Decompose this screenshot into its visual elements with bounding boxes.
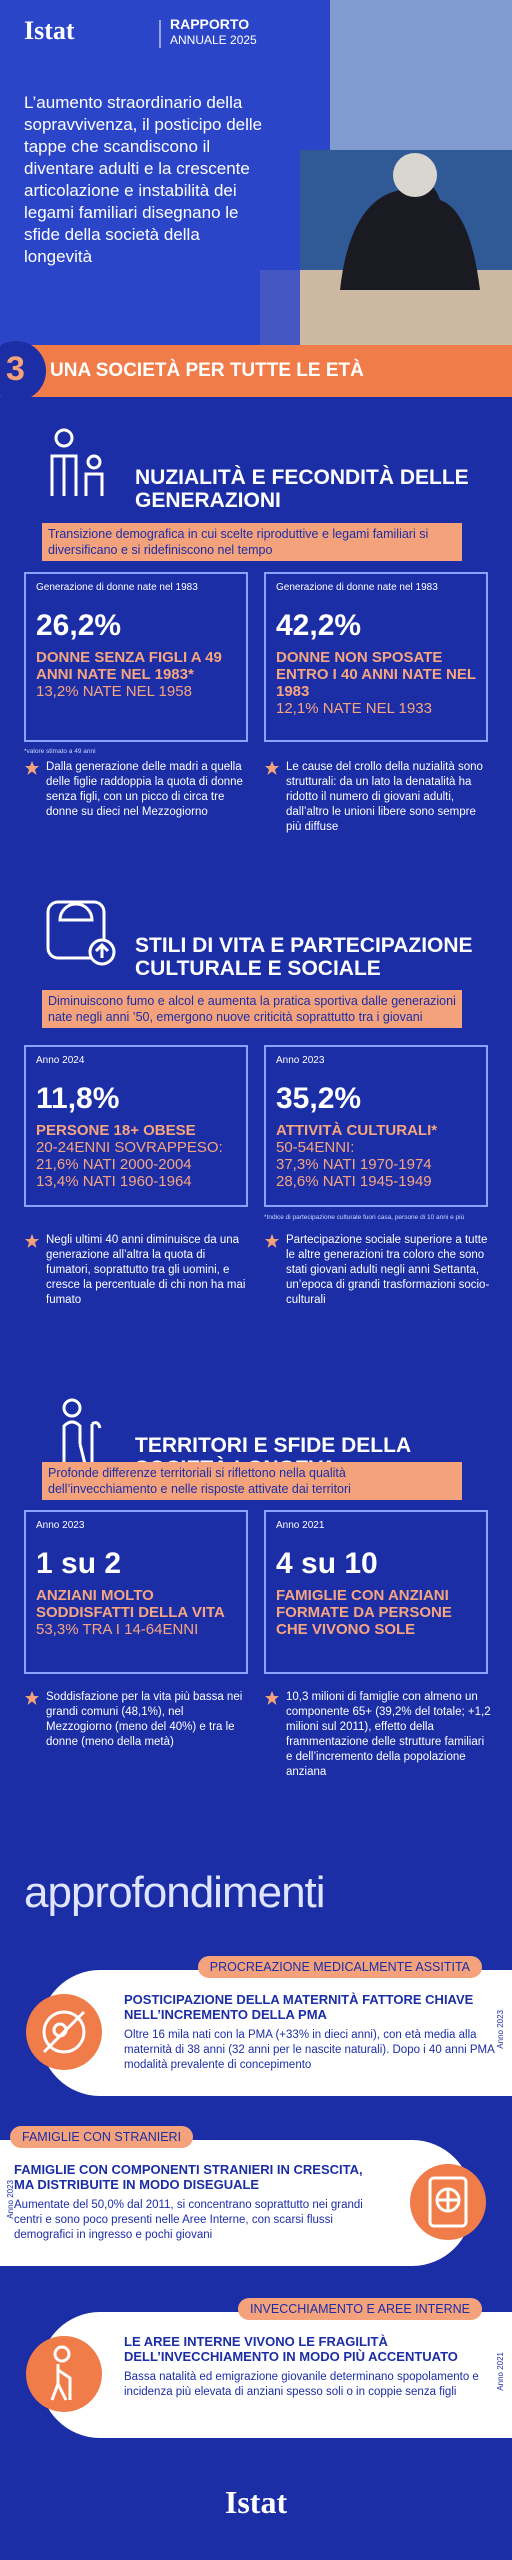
card-title: POSTICIPAZIONE DELLA MATERNITÀ FATTORE C… (124, 1992, 474, 2022)
card (40, 1970, 512, 2096)
headline: PERSONE 18+ OBESE (36, 1122, 196, 1139)
card-icon (24, 1992, 104, 2072)
report-subtitle: ANNUALE 2025 (170, 33, 257, 47)
section-subtitle: Transizione demografica in cui scelte ri… (42, 523, 462, 561)
stat-box: Anno 2021 4 su 10 FAMIGLIE CON ANZIANI FOR… (264, 1510, 488, 1674)
detail: 53,3% TRA I 14-64ENNI (36, 1621, 199, 1638)
card-title: FAMIGLIE CON COMPONENTI STRANIERI IN CRE… (14, 2162, 363, 2192)
detail: 20-24ENNI SOVRAPPESO: (36, 1139, 223, 1156)
banner (0, 345, 512, 397)
box-label: Anno 2023 (36, 1520, 85, 1531)
headline: ATTIVITÀ CULTURALI* (276, 1122, 438, 1139)
card-year: Anno 2023 (496, 2010, 505, 2049)
card-year: Anno 2023 (6, 2180, 15, 2219)
detail: 13,2% NATE NEL 1958 (36, 683, 192, 700)
intro: L’aumento straordinario della sopravvive… (24, 93, 263, 266)
headline: ANZIANI MOLTO SODDISFATTI DELLA VITA (36, 1587, 225, 1621)
bullet: Le cause del crollo della nuzialità sono… (264, 760, 492, 835)
box-label: Anno 2021 (276, 1520, 325, 1531)
stat-box: Generazione di donne nate nel 1983 42,2% D… (264, 572, 488, 742)
box-label: Anno 2024 (36, 1055, 85, 1066)
section-title: NUZIALITÀ E FECONDITÀ DELLE GENERAZIONI (135, 466, 469, 512)
card-year: Anno 2021 (496, 2352, 505, 2391)
bullet: Dalla generazione delle madri a quella d… (24, 760, 252, 820)
section-subtitle: Diminuiscono fumo e alcol e aumenta la p… (42, 990, 462, 1028)
box-label: Generazione di donne nate nel 1983 (36, 582, 198, 593)
section-icon (42, 894, 122, 974)
banner-number: 3 (6, 350, 25, 388)
stat-box: Anno 2024 11,8% PERSONE 18+ OBESE 20-24ENNI… (24, 1045, 248, 1207)
header-background (0, 0, 512, 345)
section-title: STILI DI VITA E PARTECIPAZIONE CULTURALE… (135, 934, 473, 980)
card (40, 2312, 512, 2438)
footnote: *valore stimato a 49 anni (24, 748, 96, 755)
detail: 12,1% NATE NEL 1933 (276, 700, 432, 717)
banner-badge (0, 341, 46, 401)
detail: 50-54ENNI: (276, 1139, 355, 1156)
box-label: Generazione di donne nate nel 1983 (276, 582, 438, 593)
bullet: Negli ultimi 40 anni diminuisce da una g… (24, 1233, 252, 1308)
headline: FAMIGLIE CON ANZIANI FORMATE DA PERSONE … (276, 1587, 452, 1638)
approfondimenti-title: approfondimenti (24, 1868, 326, 1917)
card-icon (24, 2334, 104, 2414)
big-figure: 35,2% (276, 1082, 362, 1115)
bullet: Partecipazione sociale superiore a tutte… (264, 1233, 492, 1308)
big-figure: 11,8% (36, 1082, 120, 1115)
footer-logo: Istat (224, 2484, 288, 2520)
detail: 13,4% NATI 1960-1964 (36, 1173, 192, 1190)
stat-box: Anno 2023 35,2% ATTIVITÀ CULTURALI* 50-54EN… (264, 1045, 488, 1207)
card-tag: PROCREAZIONE MEDICALMENTE ASSITITA (197, 1956, 482, 1978)
detail: 21,6% NATI 2000-2004 (36, 1156, 192, 1173)
card-icon (408, 2162, 488, 2242)
detail: 37,3% NATI 1970-1974 (276, 1156, 432, 1173)
card-text: Oltre 16 mila nati con la PMA (+33% in d… (124, 2029, 495, 2071)
detail: 28,6% NATI 1945-1949 (276, 1173, 432, 1190)
big-figure: 26,2% (36, 609, 122, 642)
stat-box: Generazione di donne nate nel 1983 26,2% D… (24, 572, 248, 742)
card-tag: FAMIGLIE CON STRANIERI (10, 2126, 194, 2148)
big-figure: 4 su 10 (276, 1547, 378, 1580)
banner-title: UNA SOCIETÀ PER TUTTE LE ETÀ (50, 360, 364, 381)
logo: Istat (24, 16, 75, 45)
footnote: *Indice di partecipazione culturale fuor… (264, 1214, 465, 1221)
card-text: Bassa natalità ed emigrazione giovanile … (124, 2371, 479, 2398)
section-subtitle: Profonde differenze territoriali si rifl… (42, 1462, 462, 1500)
bullet: 10,3 milioni di famiglie con almeno un c… (264, 1690, 492, 1780)
card-text: Aumentate del 50,0% dal 2011, si concent… (14, 2199, 363, 2241)
box-label: Anno 2023 (276, 1055, 325, 1066)
card-title: LE AREE INTERNE VIVONO LE FRAGILITÀ DELL… (124, 2334, 458, 2364)
headline: DONNE NON SPOSATE ENTRO I 40 ANNI NATE N… (276, 649, 476, 700)
card-tag: INVECCHIAMENTO E AREE INTERNE (238, 2298, 482, 2320)
card (0, 2140, 472, 2266)
section-icon (42, 426, 122, 506)
stat-box: Anno 2023 1 su 2 ANZIANI MOLTO SODDISFATTI… (24, 1510, 248, 1674)
report-title: RAPPORTO (170, 16, 250, 32)
headline: DONNE SENZA FIGLI A 49 ANNI NATE NEL 198… (36, 649, 222, 683)
big-figure: 42,2% (276, 609, 362, 642)
big-figure: 1 su 2 (36, 1547, 122, 1580)
bullet: Soddisfazione per la vita più bassa nei … (24, 1690, 252, 1750)
